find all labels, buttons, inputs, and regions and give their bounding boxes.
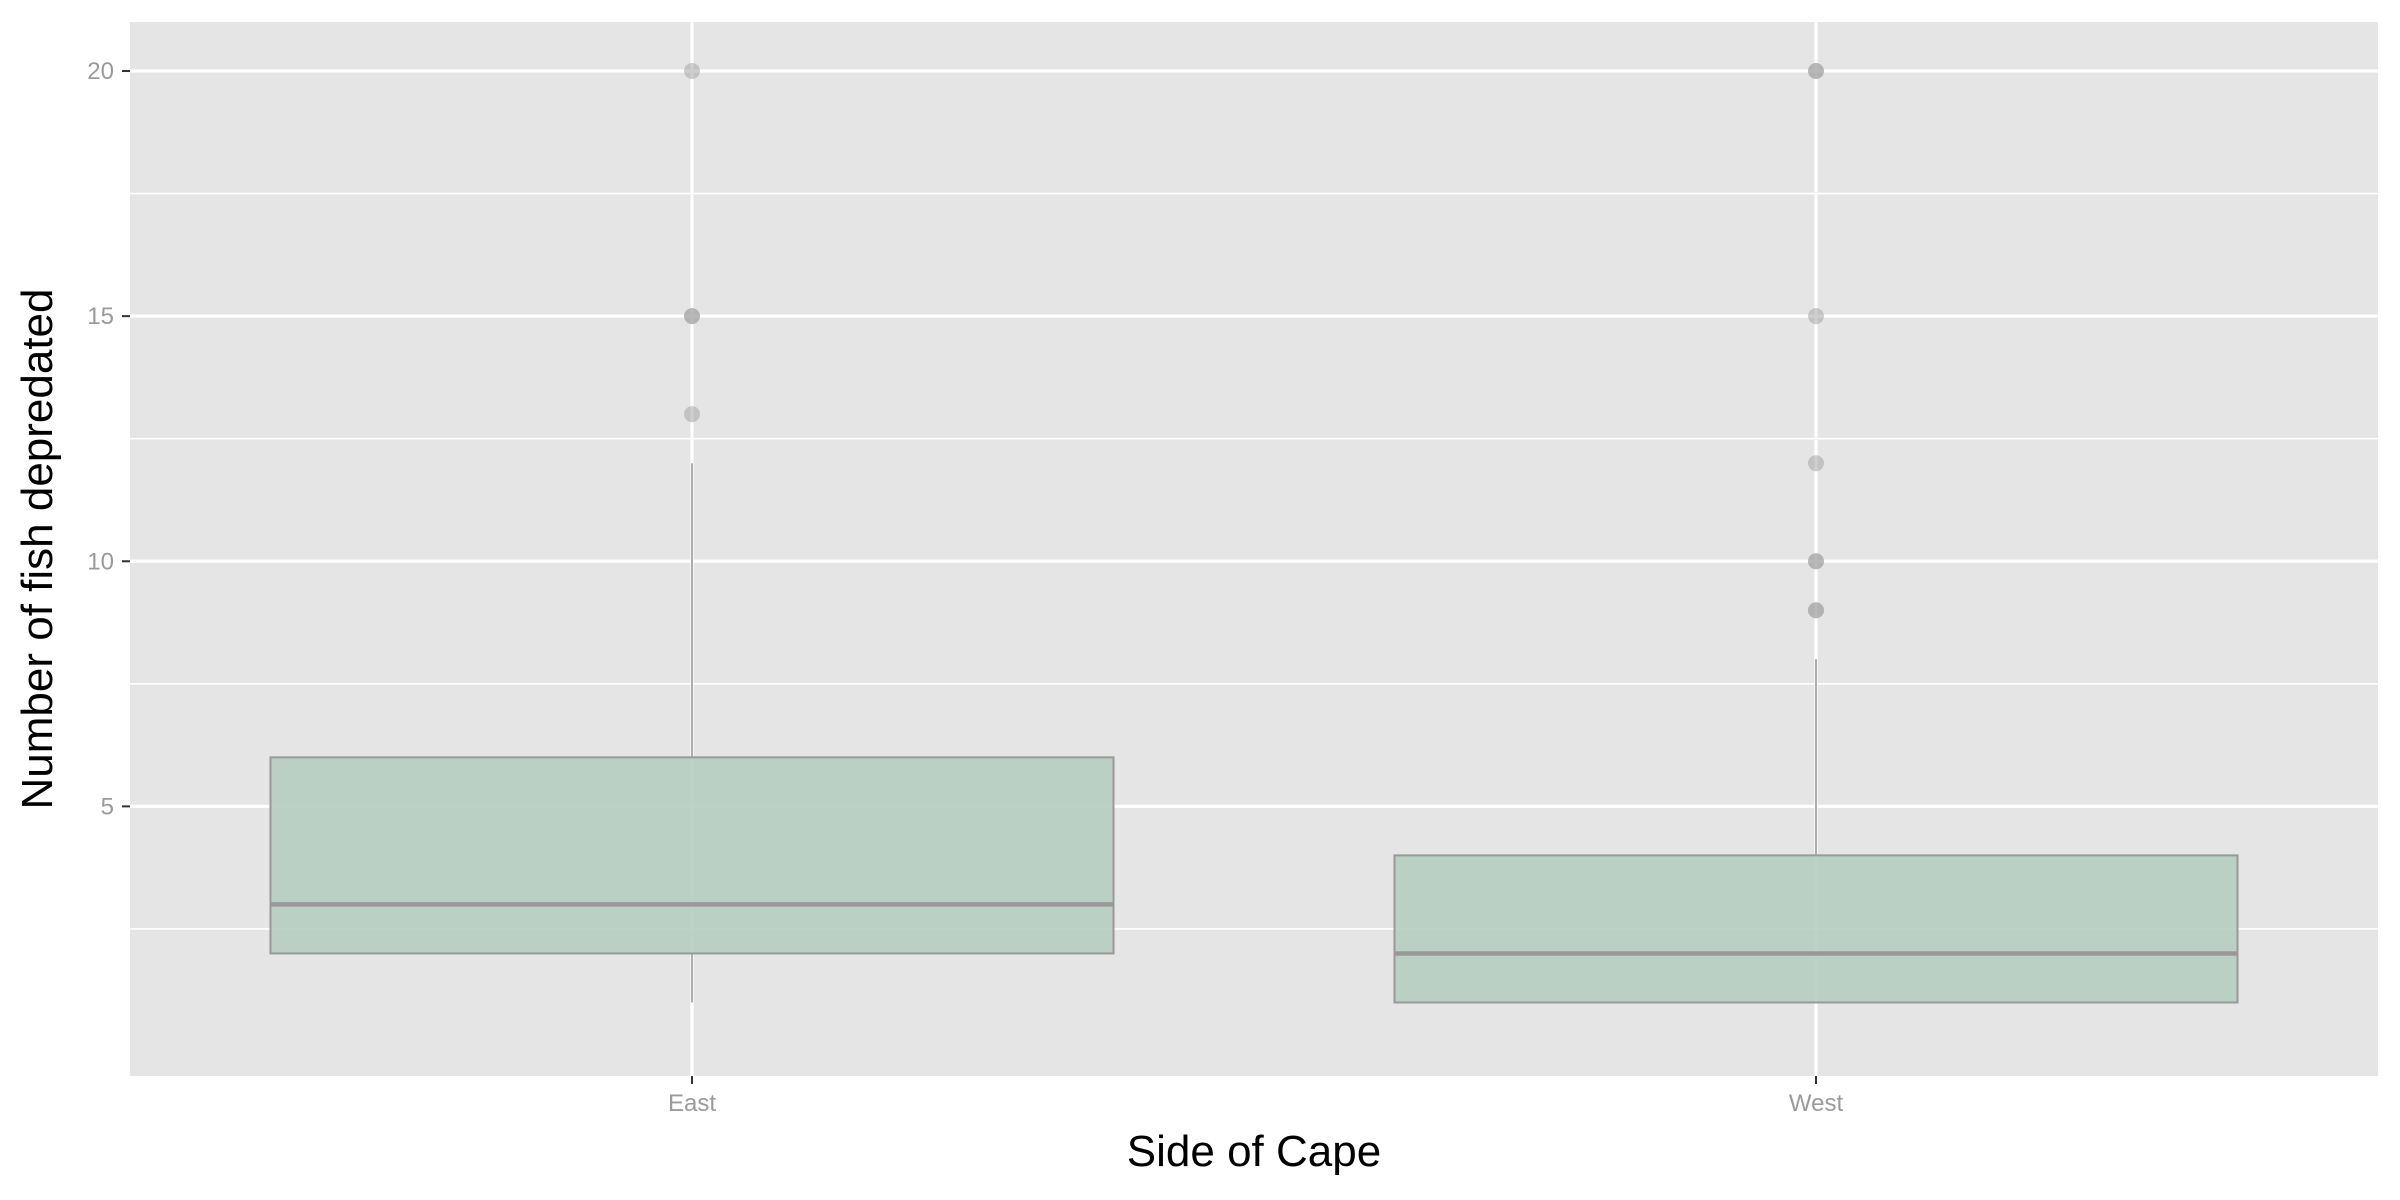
box-west (1393, 659, 2239, 1004)
boxes (269, 463, 2239, 1004)
outlier-point (1808, 63, 1824, 80)
y-tick-label: 20 (87, 58, 114, 85)
axes: 5 10 15 20 East West (87, 58, 1843, 1117)
x-tick-label: West (1789, 1090, 1844, 1117)
y-tick-label: 10 (87, 548, 114, 575)
outlier-point (1808, 553, 1824, 570)
y-axis-title: Number of fish depredated (13, 289, 62, 810)
x-tick-label: East (668, 1090, 716, 1117)
box-rect (269, 756, 1115, 955)
outlier-point (684, 63, 700, 80)
x-axis-title: Side of Cape (1127, 1127, 1381, 1176)
outlier-point (1808, 455, 1824, 472)
outliers (684, 63, 1824, 619)
outlier-point (684, 308, 700, 325)
box-rect (1393, 854, 2239, 1004)
outlier-point (1808, 602, 1824, 619)
y-tick-label: 5 (101, 793, 114, 820)
outlier-point (684, 406, 700, 423)
outlier-point (1808, 308, 1824, 325)
box-east (269, 463, 1115, 1003)
y-tick-label: 15 (87, 303, 114, 330)
